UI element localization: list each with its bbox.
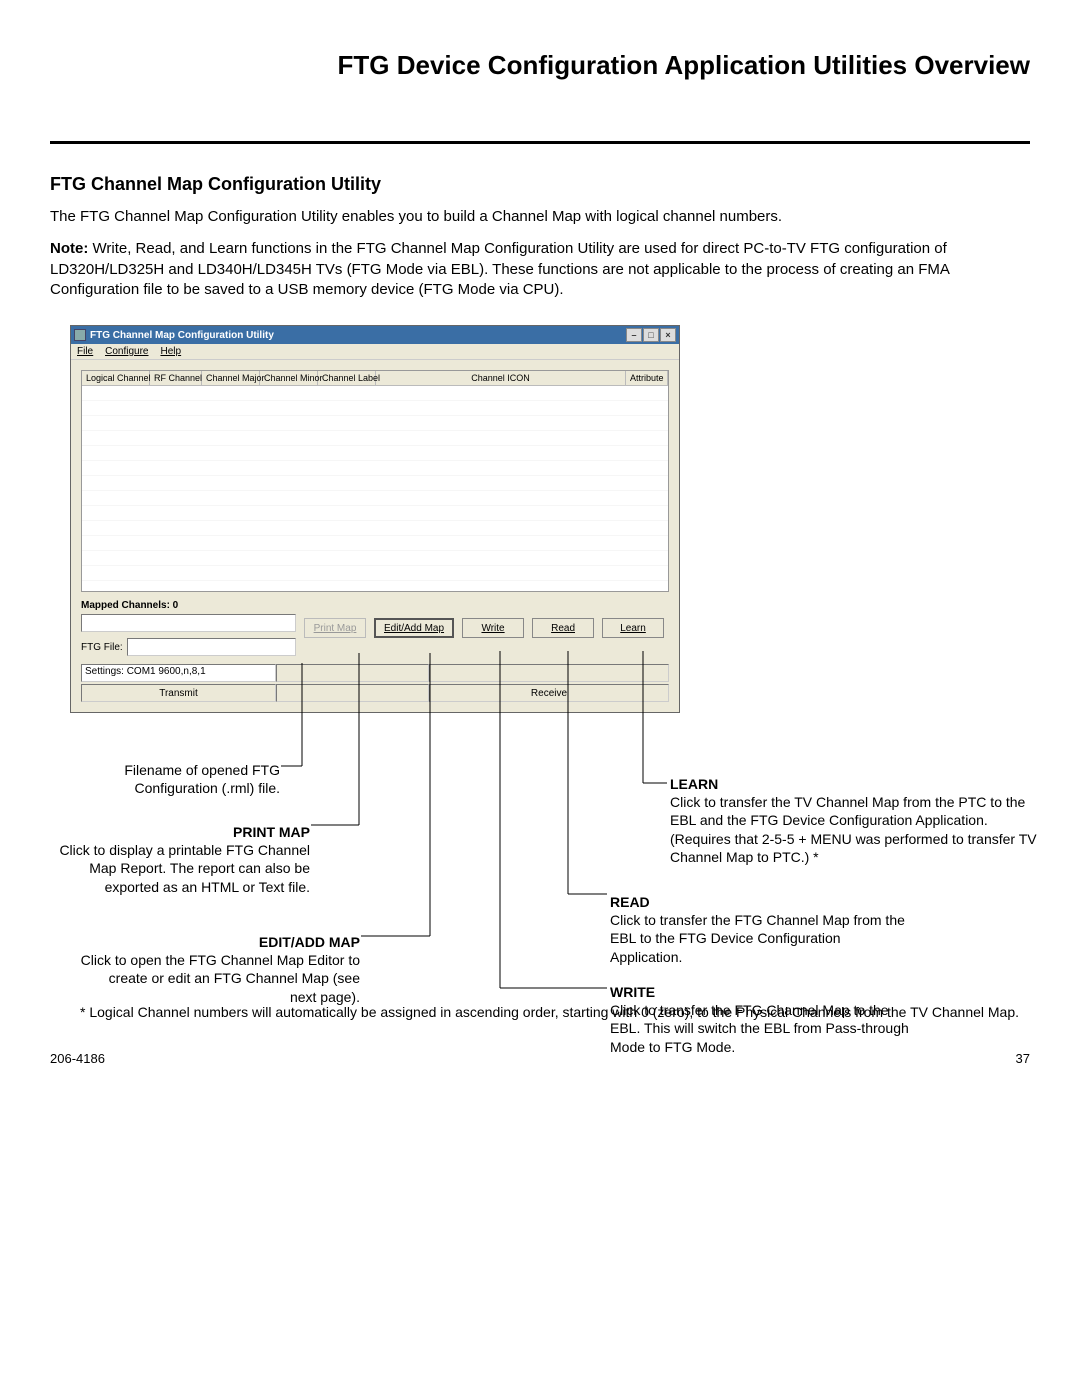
print-map-button[interactable]: Print Map xyxy=(304,618,366,638)
menu-file[interactable]: File xyxy=(77,346,93,357)
col-rf[interactable]: RF Channel xyxy=(150,371,202,386)
status-field-1 xyxy=(276,664,429,682)
callout-editadd: EDIT/ADD MAP Click to open the FTG Chann… xyxy=(80,933,360,1006)
transmit-label: Transmit xyxy=(81,684,276,702)
settings-field: Settings: COM1 9600,n,8,1 xyxy=(81,664,276,682)
section-title: FTG Channel Map Configuration Utility xyxy=(50,174,1030,195)
mapped-channels-label: Mapped Channels: 0 xyxy=(81,600,296,611)
titlebar: FTG Channel Map Configuration Utility – … xyxy=(71,326,679,344)
footer-right: 37 xyxy=(1016,1051,1030,1066)
ftg-file-label: FTG File: xyxy=(81,642,123,653)
status-mid xyxy=(276,684,429,702)
intro-paragraph: The FTG Channel Map Configuration Utilit… xyxy=(50,207,1030,227)
footer-left: 206-4186 xyxy=(50,1051,105,1066)
app-window: FTG Channel Map Configuration Utility – … xyxy=(70,325,680,713)
grid-header: Logical Channel RF Channel Channel Major… xyxy=(82,371,668,386)
menu-configure[interactable]: Configure xyxy=(105,346,148,357)
window-title: FTG Channel Map Configuration Utility xyxy=(90,330,274,341)
status-field-2 xyxy=(429,664,669,682)
col-icon[interactable]: Channel ICON xyxy=(376,371,626,386)
receive-label: Receive xyxy=(429,684,669,702)
callout-filename: Filename of opened FTG Configuration (.r… xyxy=(70,761,280,797)
title-divider xyxy=(50,141,1030,144)
minimize-button[interactable]: – xyxy=(626,328,642,342)
col-label[interactable]: Channel Label xyxy=(318,371,376,386)
client-area: Logical Channel RF Channel Channel Major… xyxy=(71,360,679,712)
col-attribute[interactable]: Attribute xyxy=(626,371,668,386)
maximize-button[interactable]: □ xyxy=(643,328,659,342)
col-major[interactable]: Channel Major xyxy=(202,371,260,386)
channel-grid: Logical Channel RF Channel Channel Major… xyxy=(81,370,669,592)
col-logical[interactable]: Logical Channel xyxy=(82,371,150,386)
col-minor[interactable]: Channel Minor xyxy=(260,371,318,386)
callout-write: WRITE Click to transfer the FTG Channel … xyxy=(610,983,910,1056)
read-button[interactable]: Read xyxy=(532,618,594,638)
window-controls: – □ × xyxy=(626,328,676,342)
menubar: File Configure Help xyxy=(71,344,679,360)
menu-help[interactable]: Help xyxy=(160,346,181,357)
note-label: Note: xyxy=(50,240,88,257)
edit-add-map-button[interactable]: Edit/Add Map xyxy=(374,618,454,638)
mapped-channels-field[interactable] xyxy=(81,614,296,632)
note-body: Write, Read, and Learn functions in the … xyxy=(50,240,949,298)
callout-learn: LEARN Click to transfer the TV Channel M… xyxy=(670,775,1040,866)
callout-printmap: PRINT MAP Click to display a printable F… xyxy=(50,823,310,896)
callout-read: READ Click to transfer the FTG Channel M… xyxy=(610,893,910,966)
app-icon xyxy=(74,329,86,341)
grid-body[interactable] xyxy=(82,386,668,591)
close-button[interactable]: × xyxy=(660,328,676,342)
learn-button[interactable]: Learn xyxy=(602,618,664,638)
write-button[interactable]: Write xyxy=(462,618,524,638)
ftg-file-field[interactable] xyxy=(127,638,296,656)
page-title: FTG Device Configuration Application Uti… xyxy=(50,50,1030,81)
note-paragraph: Note: Write, Read, and Learn functions i… xyxy=(50,239,1030,300)
